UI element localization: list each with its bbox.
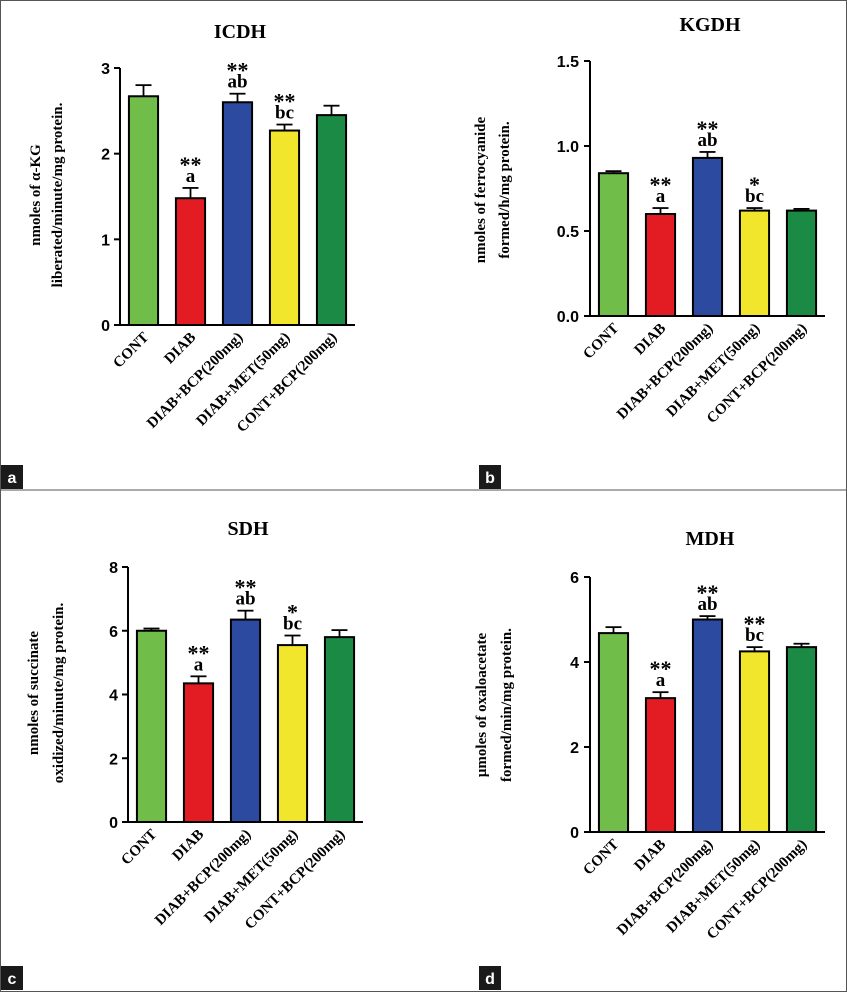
bar-diab-bcp-200mg- [221, 101, 254, 327]
bar-diab [182, 682, 215, 823]
svg-text:d: d [485, 971, 495, 988]
y-tick-label: 2 [570, 740, 579, 757]
significance-stars: * [749, 172, 760, 197]
y-axis-label: nmoles of ferrocyanide [473, 116, 489, 263]
y-tick-label: 2 [101, 147, 110, 164]
chart-panel-b: KGDH nmoles of ferrocyanide formed/h/mg pr… [473, 14, 825, 427]
bar-cont [597, 172, 630, 317]
bar-diab [644, 213, 677, 317]
y-axis-label: nmoles of succinate [26, 631, 42, 755]
y-tick-label: 0.0 [557, 309, 579, 326]
y-tick-label: 6 [109, 624, 118, 641]
significance-stars: ** [697, 580, 719, 605]
y-tick-label: 2 [109, 751, 118, 768]
chart-title: ICDH [214, 21, 267, 43]
y-axis-label: nmoles of α-KG [28, 144, 44, 246]
panel-label-c: c [1, 966, 23, 990]
significance-stars: ** [274, 89, 296, 114]
significance-stars: ** [650, 172, 672, 197]
bar-diab-bcp-200mg- [229, 618, 262, 823]
y-tick-label: 8 [109, 560, 118, 577]
significance-letters: ab [235, 589, 255, 610]
significance-letters: bc [745, 625, 764, 646]
x-category-label: DIAB [631, 321, 669, 359]
bar-diab-met-50mg- [268, 129, 301, 326]
significance-letters: bc [283, 614, 302, 635]
significance-stars: ** [235, 575, 257, 600]
y-tick-label: 1 [101, 232, 110, 249]
chart-title: MDH [686, 528, 735, 550]
significance-letters: ab [697, 594, 717, 615]
x-category-label: CONT [118, 827, 160, 869]
y-tick-label: 1.5 [557, 54, 579, 71]
panel-label-d: d [479, 966, 501, 990]
chart-panel-d: MDH µmoles of oxaloacetate formed/min/mg p… [474, 528, 825, 943]
chart-title: KGDH [679, 14, 741, 36]
bar-cont [597, 632, 630, 833]
bar-diab [174, 197, 207, 326]
significance-letters: a [194, 654, 204, 675]
y-tick-label: 0 [109, 815, 118, 832]
bar-cont [127, 95, 160, 326]
y-axis-label: formed/h/mg protein. [497, 121, 513, 258]
significance-stars: ** [650, 656, 672, 681]
significance-stars: ** [180, 152, 202, 177]
svg-text:b: b [485, 470, 495, 487]
significance-letters: ab [697, 130, 717, 151]
y-tick-label: 4 [109, 688, 118, 705]
y-tick-label: 6 [570, 570, 579, 587]
significance-letters: a [656, 670, 666, 691]
significance-letters: ab [227, 72, 247, 93]
chart-title: SDH [227, 518, 269, 540]
bar-diab-met-50mg- [276, 644, 309, 823]
chart-panel-c: SDH nmoles of succinate oxidized/minute/mg… [26, 518, 363, 933]
panel-label-a: a [1, 465, 23, 489]
chart-panel-a: ICDH nmoles of α-KG liberated/minute/mg pr… [28, 21, 355, 436]
significance-stars: ** [227, 58, 249, 83]
significance-letters: a [656, 186, 666, 207]
bar-diab-bcp-200mg- [691, 156, 724, 317]
y-tick-label: 0 [101, 318, 110, 335]
significance-stars: ** [697, 116, 719, 141]
significance-letters: bc [275, 103, 294, 124]
significance-stars: ** [188, 640, 210, 665]
bar-cont-bcp-200mg- [323, 636, 356, 823]
bar-diab-met-50mg- [738, 209, 771, 318]
y-tick-label: 0.5 [557, 224, 579, 241]
x-category-label: CONT [580, 837, 622, 879]
bar-cont-bcp-200mg- [785, 209, 818, 318]
bar-diab-met-50mg- [738, 650, 771, 833]
svg-text:a: a [8, 470, 17, 487]
y-tick-label: 4 [570, 655, 579, 672]
significance-letters: bc [745, 186, 764, 207]
y-axis-label: formed/min/mg protein. [499, 628, 515, 782]
bar-diab-bcp-200mg- [691, 618, 724, 833]
x-category-label: CONT [110, 330, 152, 372]
x-category-label: DIAB [169, 827, 207, 865]
x-category-label: DIAB [161, 330, 199, 368]
y-tick-label: 3 [101, 61, 110, 78]
y-axis-label: µmoles of oxaloacetate [474, 632, 490, 777]
significance-letters: a [186, 166, 196, 187]
svg-text:c: c [8, 971, 17, 988]
bar-cont [135, 629, 168, 823]
y-axis-label: liberated/minute/mg protein. [50, 102, 66, 287]
x-category-label: CONT [580, 321, 622, 363]
bar-diab [644, 697, 677, 833]
significance-stars: ** [744, 611, 766, 636]
y-axis-label: oxidized/minute/mg protein. [51, 602, 67, 783]
y-tick-label: 1.0 [557, 139, 579, 156]
bar-cont-bcp-200mg- [785, 646, 818, 833]
y-tick-label: 0 [570, 825, 579, 842]
x-category-label: DIAB [631, 837, 669, 875]
significance-stars: * [287, 600, 298, 625]
panel-label-b: b [479, 465, 501, 489]
bar-cont-bcp-200mg- [315, 114, 348, 326]
